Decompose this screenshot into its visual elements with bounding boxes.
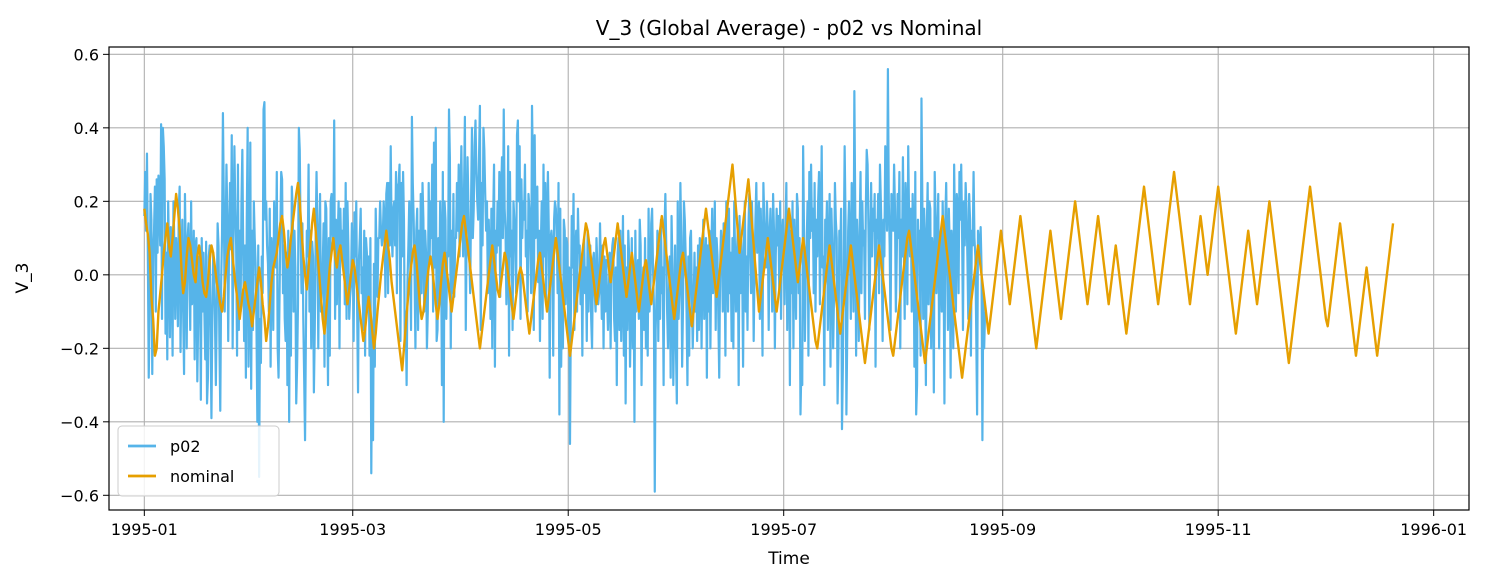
legend-label-nominal: nominal bbox=[170, 467, 234, 486]
x-tick-label: 1995-07 bbox=[750, 520, 817, 539]
series-layer bbox=[143, 67, 1395, 493]
x-tick-label: 1995-01 bbox=[111, 520, 178, 539]
x-tick-label: 1996-01 bbox=[1400, 520, 1467, 539]
legend-box bbox=[117, 425, 280, 497]
legend-label-p02: p02 bbox=[170, 437, 201, 456]
plot-frame bbox=[108, 46, 1470, 511]
y-tick-label: 0.4 bbox=[74, 119, 99, 138]
chart-title: V_3 (Global Average) - p02 vs Nominal bbox=[596, 16, 982, 40]
y-axis-label: V_3 bbox=[13, 263, 33, 294]
y-axis-ticks: −0.6 −0.4 −0.2 0.0 0.2 0.4 0.6 bbox=[60, 45, 109, 505]
y-tick-label: −0.2 bbox=[60, 339, 99, 358]
y-tick-label: 0.0 bbox=[74, 266, 99, 285]
x-tick-label: 1995-11 bbox=[1185, 520, 1252, 539]
x-axis-ticks: 1995-01 1995-03 1995-05 1995-07 1995-09 1995-… bbox=[111, 510, 1467, 539]
y-tick-label: −0.6 bbox=[60, 486, 99, 505]
x-tick-label: 1995-09 bbox=[969, 520, 1036, 539]
legend: p02 nominal bbox=[117, 425, 280, 497]
y-tick-label: 0.6 bbox=[74, 45, 99, 64]
y-tick-label: −0.4 bbox=[60, 413, 99, 432]
series-line-p02 bbox=[143, 67, 987, 493]
x-axis-label: Time bbox=[767, 549, 810, 569]
x-tick-label: 1995-05 bbox=[535, 520, 602, 539]
y-tick-label: 0.2 bbox=[74, 192, 99, 211]
x-tick-label: 1995-03 bbox=[319, 520, 386, 539]
series-line-nominal bbox=[143, 163, 1395, 379]
